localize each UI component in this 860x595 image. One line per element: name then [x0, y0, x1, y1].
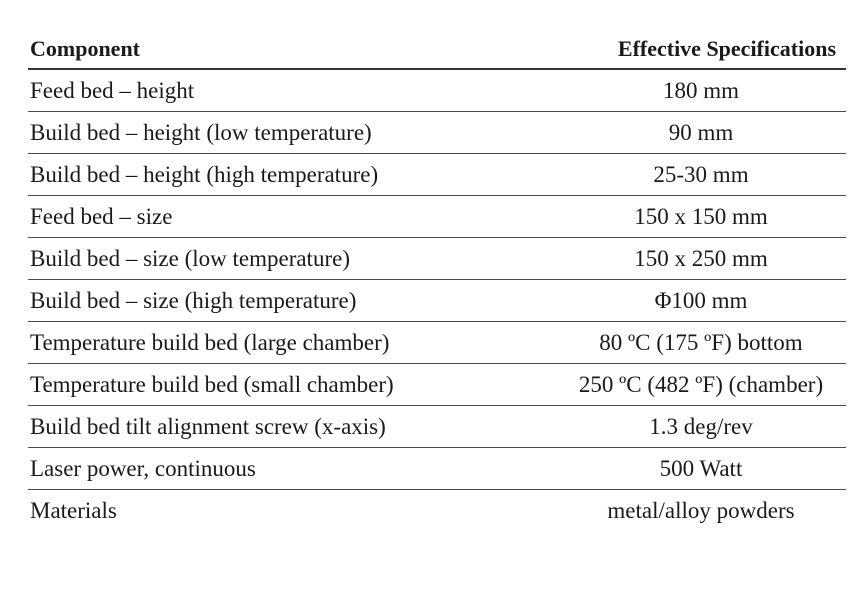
table-row: Build bed – size (low temperature) 150 x… — [28, 237, 846, 280]
spec-cell: metal/alloy powders — [607, 498, 795, 523]
table-row: Build bed – height (high temperature) 25… — [28, 153, 846, 196]
component-cell: Build bed tilt alignment screw (x-axis) — [28, 405, 554, 448]
specifications-table: Component Effective Specifications Feed … — [28, 28, 846, 531]
component-cell: Build bed – size (low temperature) — [28, 237, 554, 280]
table-row: Build bed – size (high temperature) Φ100… — [28, 279, 846, 322]
table-row: Feed bed – height 180 mm — [28, 69, 846, 112]
spec-cell: 150 x 250 mm — [554, 237, 846, 280]
table-row: Laser power, continuous 500 Watt — [28, 447, 846, 490]
spec-cell: Φ100 mm — [554, 279, 846, 322]
spec-cell: 1.3 deg/rev — [554, 405, 846, 448]
spec-cell: 250 ºC (482 ºF) (chamber) — [554, 363, 846, 406]
spec-cell: 25-30 mm — [554, 153, 846, 196]
component-cell: Build bed – height (high temperature) — [28, 153, 554, 196]
component-cell: Feed bed – size — [28, 195, 554, 238]
component-cell: Build bed – size (high temperature) — [28, 279, 554, 322]
table-row: Temperature build bed (large chamber) 80… — [28, 321, 846, 364]
component-cell: Temperature build bed (small chamber) — [28, 363, 554, 406]
spec-cell: 150 x 150 mm — [554, 195, 846, 238]
spec-cell: 500 Watt — [554, 447, 846, 490]
spec-cell: 90 mm — [554, 111, 846, 154]
table-body: Feed bed – height 180 mm Build bed – hei… — [28, 69, 846, 531]
component-cell: Laser power, continuous — [28, 447, 554, 490]
table-row: Feed bed – size 150 x 150 mm — [28, 195, 846, 238]
table-row: Build bed – height (low temperature) 90 … — [28, 111, 846, 154]
header-component: Component — [28, 28, 554, 70]
header-specification: Effective Specifications — [554, 28, 846, 70]
component-cell: Feed bed – height — [28, 69, 554, 112]
component-cell: Temperature build bed (large chamber) — [28, 321, 554, 364]
spec-cell: 180 mm — [554, 69, 846, 112]
table-row: Temperature build bed (small chamber) 25… — [28, 363, 846, 406]
table-row: Build bed tilt alignment screw (x-axis) … — [28, 405, 846, 448]
table-row: Materials metal/alloy powders — [28, 490, 846, 532]
spec-cell: 80 ºC (175 ºF) bottom — [554, 321, 846, 364]
component-cell: Build bed – height (low temperature) — [28, 111, 554, 154]
header-row: Component Effective Specifications — [28, 28, 846, 70]
table-header: Component Effective Specifications — [28, 28, 846, 70]
component-cell: Materials — [30, 498, 117, 523]
